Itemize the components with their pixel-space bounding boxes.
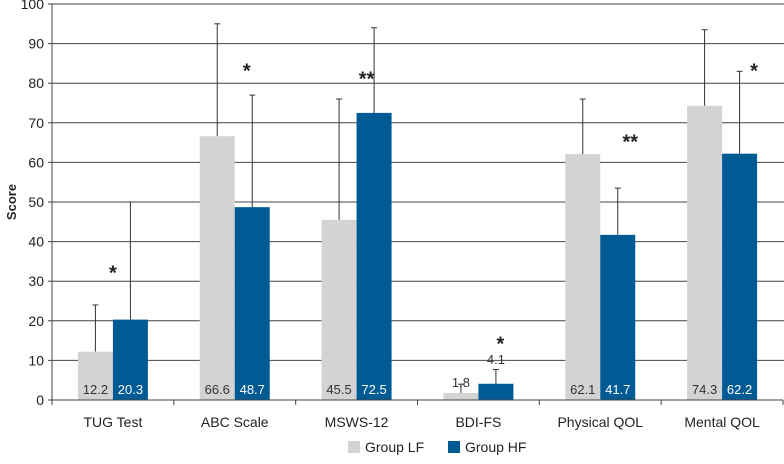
x-tick-label: MSWS-12	[325, 414, 389, 430]
data-label: 12.2	[83, 382, 108, 397]
x-tick-label: BDI-FS	[455, 414, 501, 430]
x-tick-label: Mental QOL	[684, 414, 760, 430]
bar-group-hf	[234, 207, 270, 400]
bar-group-lf	[565, 154, 601, 400]
axes: 0 10 20 30 40 50 60 70 80 90 100 TUG Test ABC Scale M…	[21, 0, 784, 430]
x-tick-label: Physical QOL	[557, 414, 643, 430]
gridlines	[52, 3, 784, 361]
bars: 12.2 20.3 66.6 48.7 45.5 72.5 1.8 4.1 62.1 41.7 74…	[77, 23, 758, 401]
significance-marker: **	[622, 132, 638, 154]
bar-group-hf	[478, 383, 514, 400]
data-label: 62.1	[570, 382, 595, 397]
data-label: 66.6	[205, 382, 230, 397]
y-tick-label: 40	[28, 234, 44, 250]
legend-label: Group HF	[465, 439, 526, 455]
legend-label: Group LF	[365, 439, 424, 455]
y-tick-label: 50	[28, 194, 44, 210]
data-label: 62.2	[727, 382, 752, 397]
y-tick-label: 60	[28, 154, 44, 170]
y-tick-label: 100	[21, 0, 45, 12]
legend-swatch	[348, 441, 360, 453]
data-label: 1.8	[452, 375, 470, 390]
y-tick-label: 20	[28, 313, 44, 329]
y-axis-label: Score	[4, 184, 19, 220]
legend-swatch	[448, 441, 460, 453]
significance-marker: *	[109, 262, 117, 284]
data-label: 72.5	[361, 382, 386, 397]
significance-marker: *	[243, 60, 251, 82]
y-tick-label: 80	[28, 75, 44, 91]
data-label: 48.7	[240, 382, 265, 397]
bar-group-lf	[199, 136, 235, 400]
significance-marker: *	[497, 334, 505, 356]
bar-group-hf	[722, 153, 758, 400]
y-tick-label: 30	[28, 273, 44, 289]
data-label: 20.3	[118, 382, 143, 397]
bar-group-lf	[687, 105, 723, 400]
bar-group-hf	[356, 112, 392, 401]
data-label: 45.5	[326, 382, 351, 397]
x-tick-label: TUG Test	[83, 414, 142, 430]
bar-group-hf	[600, 234, 636, 400]
significance-marker: *	[750, 60, 758, 82]
data-label: 41.7	[605, 382, 630, 397]
bar-group-hf	[112, 319, 148, 400]
y-tick-label: 70	[28, 115, 44, 131]
y-tick-label: 0	[36, 392, 44, 408]
significance-marker: **	[359, 68, 375, 90]
data-label: 74.3	[692, 382, 717, 397]
y-tick-label: 90	[28, 36, 44, 52]
bar-group-lf	[443, 392, 479, 400]
legend: Group LF Group HF	[348, 439, 526, 455]
y-tick-label: 10	[28, 352, 44, 368]
bar-group-lf	[321, 219, 357, 400]
x-tick-label: ABC Scale	[201, 414, 269, 430]
bar-group-lf	[77, 351, 113, 400]
data-label: 4.1	[487, 352, 505, 367]
